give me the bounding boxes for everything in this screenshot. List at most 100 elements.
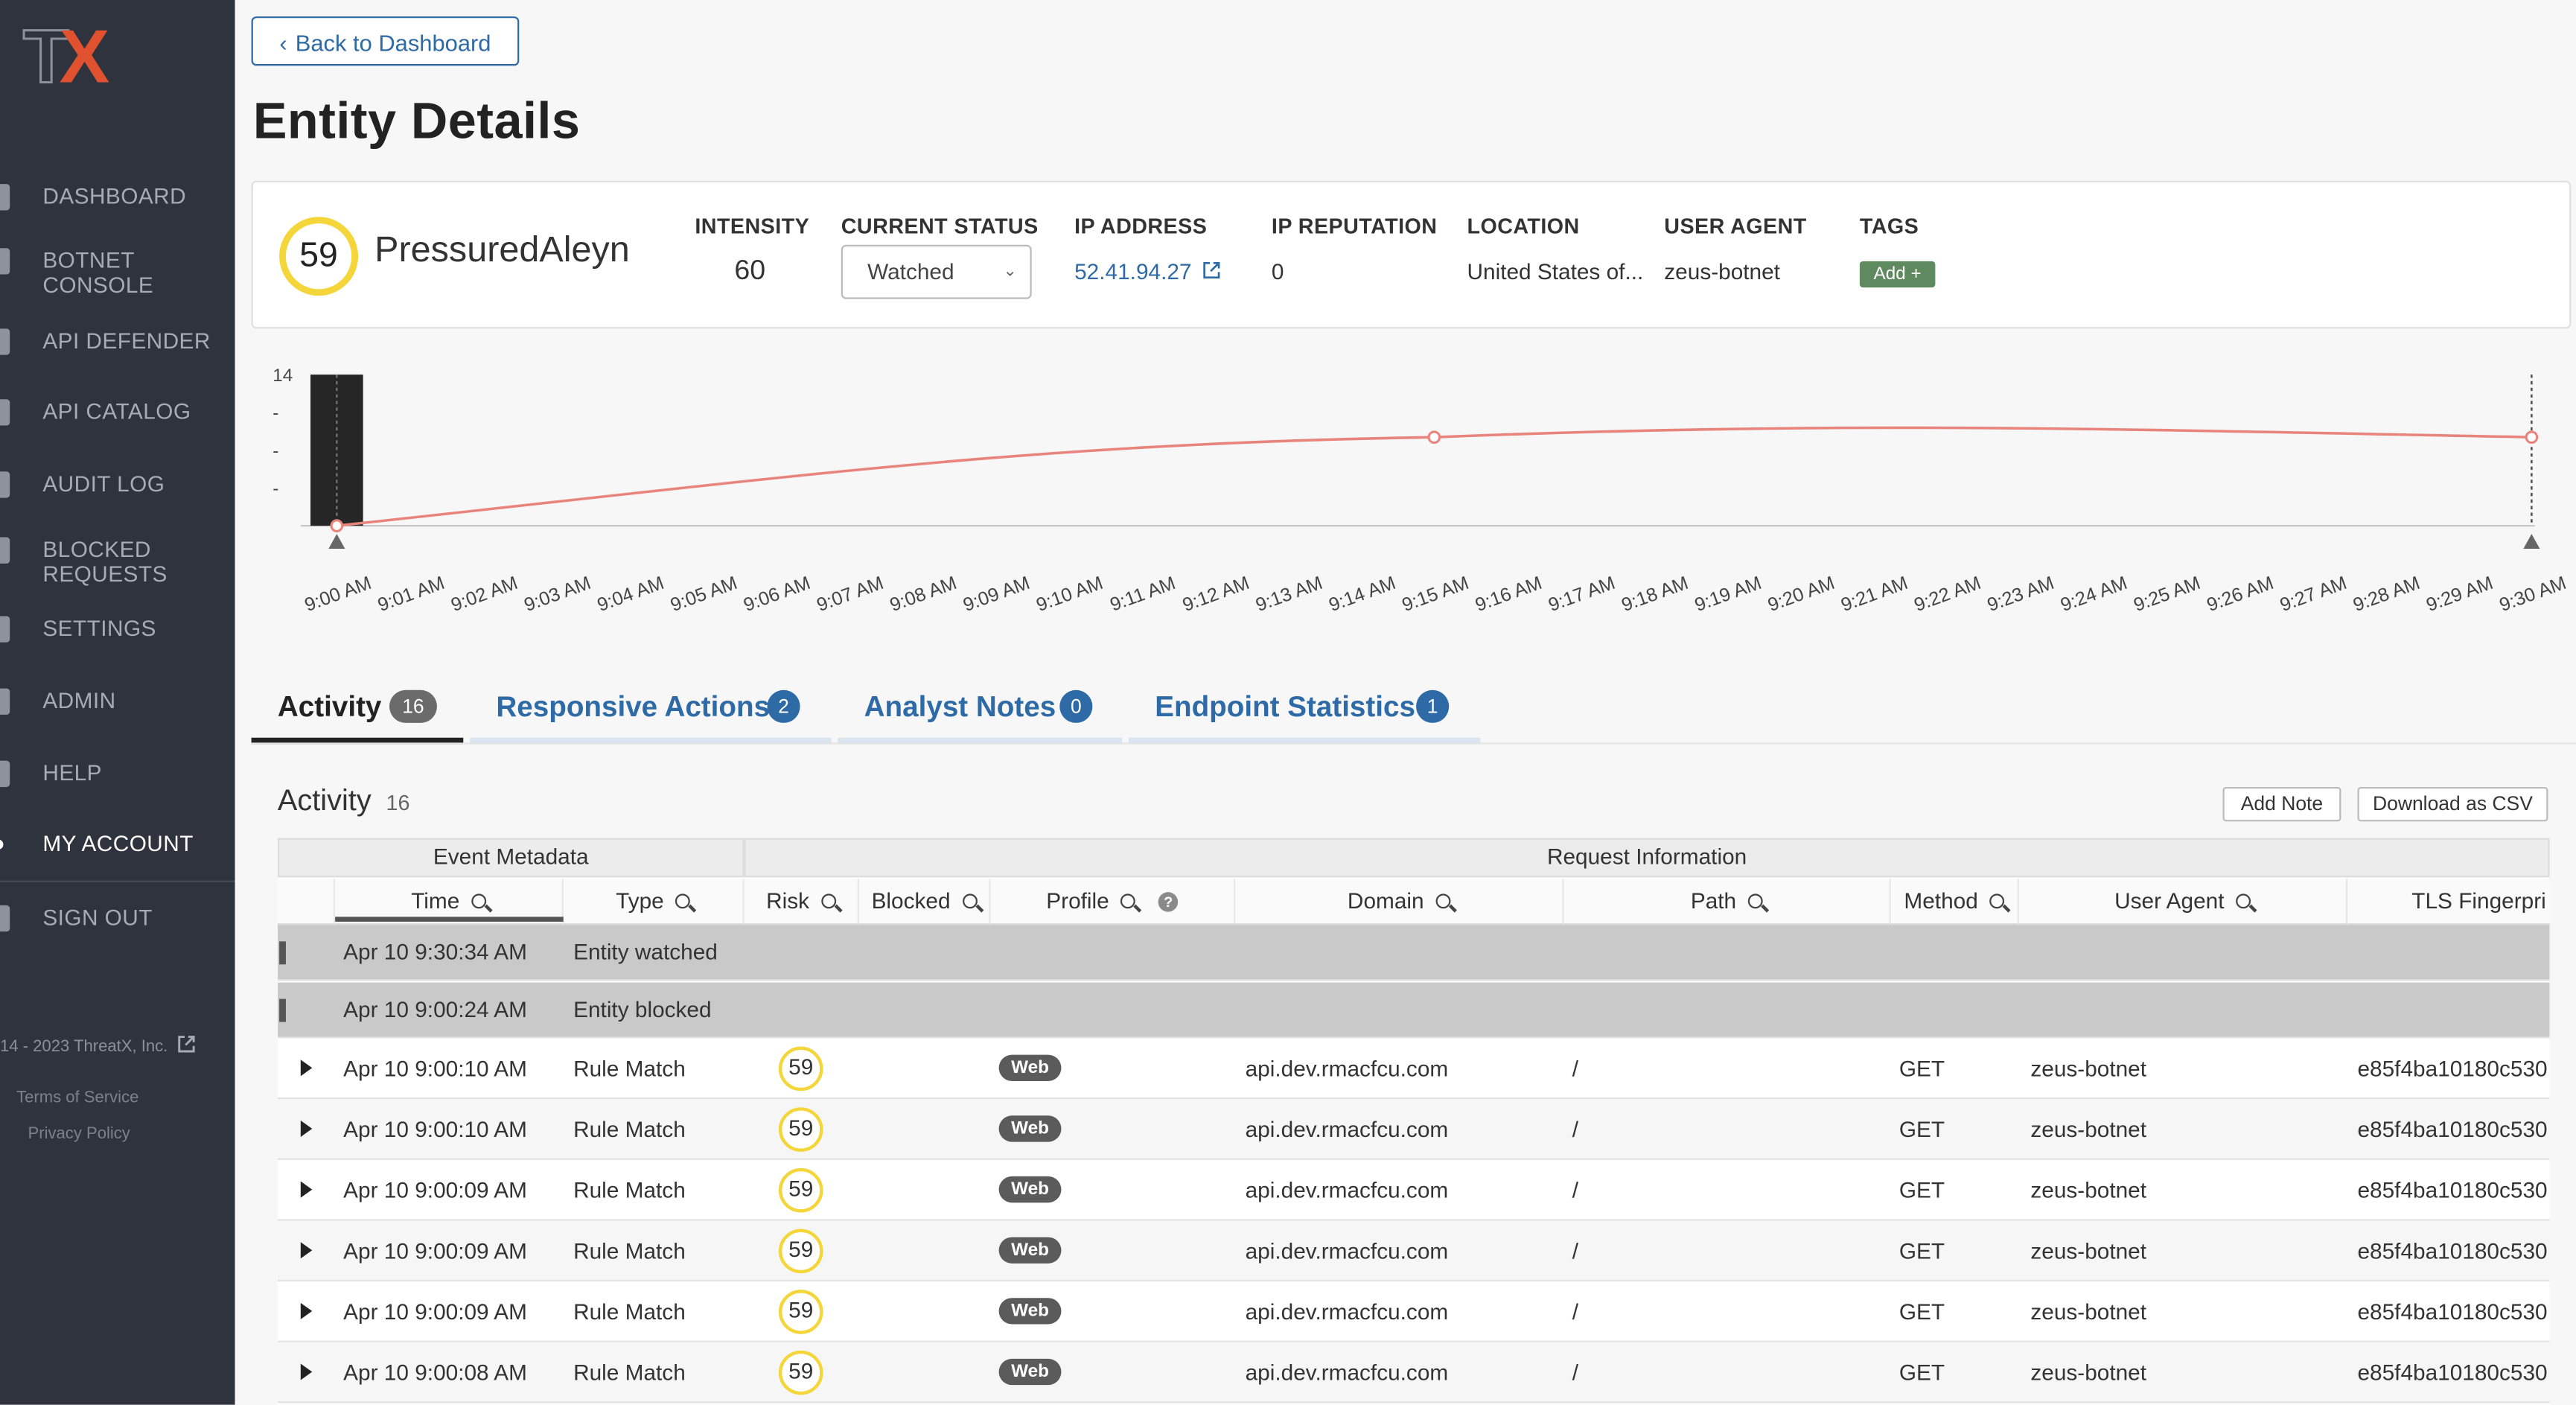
x-tick-label: 9:11 AM <box>1107 573 1178 615</box>
table-row-event[interactable]: Apr 10 9:30:34 AM Entity watched <box>277 925 2550 981</box>
x-tick-label: 9:27 AM <box>2277 573 2350 616</box>
add-tag-button[interactable]: Add + <box>1859 261 1936 288</box>
tab-indicator <box>1128 737 1481 745</box>
activity-section-count: 16 <box>386 790 410 815</box>
profile-badge: Web <box>998 1176 1062 1203</box>
cell-tls-fingerprint: e85f4ba10180c530 <box>2357 1238 2548 1264</box>
column-header-path[interactable]: Path <box>1563 879 1891 925</box>
table-row[interactable]: Apr 10 9:00:10 AM Rule Match 59 Web api.… <box>277 1038 2550 1100</box>
expand-row-icon[interactable] <box>300 1181 313 1198</box>
search-icon[interactable] <box>675 893 691 909</box>
expand-row-icon[interactable] <box>300 1060 313 1077</box>
table-row[interactable]: Apr 10 9:00:10 AM Rule Match 59 Web api.… <box>277 1099 2550 1160</box>
search-icon[interactable] <box>820 893 836 909</box>
add-note-button[interactable]: Add Note <box>2222 786 2341 822</box>
profile-badge: Web <box>998 1054 1062 1081</box>
user-agent-value: zeus-botnet <box>1664 259 1780 284</box>
ip-address-link[interactable]: 52.41.94.27 <box>1074 260 1221 284</box>
entity-summary-card: 59 PressuredAleyn INTENSITY 60 CURRENT S… <box>251 180 2572 329</box>
cell-method: GET <box>1898 1360 1945 1386</box>
search-icon[interactable] <box>1989 893 2005 909</box>
cell-method: GET <box>1898 1056 1945 1081</box>
search-icon[interactable] <box>2235 893 2251 909</box>
cell-user-agent: zeus-botnet <box>2030 1360 2147 1386</box>
column-header-method[interactable]: Method <box>1890 879 2019 925</box>
threatx-logo[interactable]: TX <box>22 13 109 99</box>
table-row[interactable]: Apr 10 9:00:09 AM Rule Match 59 Web api.… <box>277 1220 2550 1282</box>
help-icon <box>0 760 10 787</box>
tab-divider <box>251 742 2576 745</box>
cell-domain: api.dev.rmacfcu.com <box>1245 1178 1449 1203</box>
search-icon[interactable] <box>961 893 977 909</box>
column-header-blocked[interactable]: Blocked <box>859 879 991 925</box>
column-header-risk[interactable]: Risk <box>744 879 860 925</box>
cell-user-agent: zeus-botnet <box>2030 1178 2147 1203</box>
ip-address-label: IP ADDRESS <box>1074 213 1208 238</box>
cell-tls-fingerprint: e85f4ba10180c530 <box>2357 1299 2548 1325</box>
back-to-dashboard-button[interactable]: ‹ Back to Dashboard <box>251 16 520 66</box>
cell-user-agent: zeus-botnet <box>2030 1299 2147 1325</box>
column-header-profile[interactable]: Profile? <box>990 879 1236 925</box>
x-tick-label: 9:05 AM <box>668 573 740 616</box>
copyright[interactable]: 14 - 2023 ThreatX, Inc. <box>0 1033 195 1057</box>
expand-row-icon[interactable] <box>300 1242 313 1259</box>
sidebar: TX DASHBOARD BOTNET CONSOLE API DEFENDER… <box>0 0 235 1405</box>
tab-activity[interactable]: Activity 16 <box>252 674 464 743</box>
cell-type: Entity watched <box>573 940 718 965</box>
tags-label: TAGS <box>1859 213 1919 238</box>
cell-method: GET <box>1898 1117 1945 1142</box>
column-header-user-agent[interactable]: User Agent <box>2018 879 2348 925</box>
search-icon[interactable] <box>471 893 486 909</box>
y-tick-label: - <box>272 441 278 461</box>
cell-type: Rule Match <box>573 1299 686 1325</box>
tab-endpoint-statistics[interactable]: Endpoint Statistics 1 <box>1129 674 1480 743</box>
line-point <box>330 519 344 532</box>
audit-log-icon <box>0 471 10 498</box>
column-header-type[interactable]: Type <box>563 879 745 925</box>
expand-column-header <box>277 879 336 925</box>
gear-icon <box>0 616 10 643</box>
search-icon[interactable] <box>1747 893 1763 909</box>
account-icon <box>0 839 4 850</box>
line-point <box>2525 430 2539 445</box>
table-row[interactable]: Apr 10 9:00:09 AM Rule Match 59 Web api.… <box>277 1281 2550 1342</box>
cell-time: Apr 10 9:30:34 AM <box>343 940 527 965</box>
cell-tls-fingerprint: e85f4ba10180c530 <box>2357 1117 2548 1142</box>
terms-link[interactable]: Terms of Service <box>16 1089 139 1108</box>
cell-type: Rule Match <box>573 1117 686 1142</box>
sidebar-divider <box>0 880 235 882</box>
tab-analyst-notes[interactable]: Analyst Notes 0 <box>838 674 1122 743</box>
expand-row-icon[interactable] <box>300 1363 313 1380</box>
botnet-icon <box>0 248 10 275</box>
cell-type: Rule Match <box>573 1056 686 1081</box>
table-row-event[interactable]: Apr 10 9:00:24 AM Entity blocked <box>277 982 2550 1039</box>
cell-time: Apr 10 9:00:09 AM <box>343 1238 527 1264</box>
search-icon[interactable] <box>1435 893 1450 909</box>
cell-domain: api.dev.rmacfcu.com <box>1245 1117 1449 1142</box>
profile-badge: Web <box>998 1115 1062 1142</box>
download-csv-button[interactable]: Download as CSV <box>2357 786 2548 822</box>
cell-domain: api.dev.rmacfcu.com <box>1245 1056 1449 1081</box>
entity-name: PressuredAleyn <box>374 228 630 270</box>
cell-time: Apr 10 9:00:09 AM <box>343 1178 527 1203</box>
search-icon[interactable] <box>1120 893 1136 909</box>
table-row[interactable]: Apr 10 9:00:09 AM Rule Match 59 Web api.… <box>277 1159 2550 1221</box>
x-tick-label: 9:04 AM <box>595 573 667 616</box>
time-marker-icon <box>328 534 345 549</box>
cell-type: Rule Match <box>573 1238 686 1264</box>
intensity-value: 60 <box>734 255 766 286</box>
column-header-domain[interactable]: Domain <box>1235 879 1564 925</box>
expand-row-icon[interactable] <box>300 1120 313 1137</box>
external-link-icon <box>1203 261 1220 279</box>
table-row[interactable]: Apr 10 9:00:08 AM Rule Match 59 Web api.… <box>277 1342 2550 1404</box>
tab-responsive-actions[interactable]: Responsive Actions 2 <box>470 674 831 743</box>
status-select[interactable]: Watched ⌄ <box>841 244 1032 299</box>
expand-row-icon[interactable] <box>300 1302 313 1319</box>
activity-timeline-chart: 14 - - - 9:00 AM 9:01 AM 9:02 AM 9:03 AM 9:04 AM… <box>272 366 2569 616</box>
x-tick-label: 9:30 AM <box>2497 573 2569 616</box>
question-icon[interactable]: ? <box>1158 892 1179 912</box>
cell-path: / <box>1572 1360 1579 1386</box>
column-header-tls-fingerprint[interactable]: TLS Fingerpri <box>2347 879 2550 925</box>
x-tick-label: 9:19 AM <box>1692 573 1764 616</box>
privacy-link[interactable]: Privacy Policy <box>28 1125 130 1144</box>
